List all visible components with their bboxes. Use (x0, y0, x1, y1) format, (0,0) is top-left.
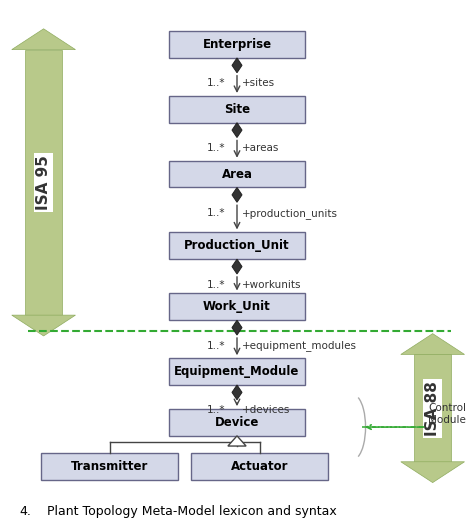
Text: +sites: +sites (242, 78, 274, 88)
Text: +devices: +devices (242, 405, 290, 415)
Text: Equipment_Module: Equipment_Module (174, 365, 300, 378)
Text: Work_Unit: Work_Unit (203, 300, 271, 313)
FancyBboxPatch shape (26, 49, 62, 315)
Text: Control
Module: Control Module (428, 403, 466, 425)
Text: 1..*: 1..* (207, 143, 226, 153)
FancyBboxPatch shape (169, 31, 305, 58)
Text: 1..*: 1..* (207, 208, 226, 218)
Text: 1..*: 1..* (207, 405, 226, 415)
Text: 1..*: 1..* (207, 279, 226, 290)
Text: 1..*: 1..* (207, 341, 226, 351)
Text: +areas: +areas (242, 143, 279, 153)
Text: +workunits: +workunits (242, 279, 301, 290)
Polygon shape (232, 385, 242, 400)
Polygon shape (401, 333, 465, 354)
Polygon shape (232, 259, 242, 274)
Text: Device: Device (215, 416, 259, 429)
FancyBboxPatch shape (169, 232, 305, 259)
FancyBboxPatch shape (169, 293, 305, 320)
Text: Enterprise: Enterprise (202, 38, 272, 51)
Text: ISA 88: ISA 88 (425, 381, 440, 436)
Text: 1..*: 1..* (207, 78, 226, 88)
Text: Site: Site (224, 103, 250, 116)
Text: 4.: 4. (19, 505, 31, 518)
FancyBboxPatch shape (169, 96, 305, 123)
Polygon shape (232, 320, 242, 335)
FancyBboxPatch shape (191, 453, 328, 480)
Polygon shape (232, 188, 242, 202)
Text: Actuator: Actuator (231, 461, 289, 474)
FancyBboxPatch shape (169, 160, 305, 188)
FancyBboxPatch shape (414, 354, 451, 462)
Polygon shape (12, 315, 75, 336)
FancyBboxPatch shape (169, 358, 305, 385)
Text: ISA 95: ISA 95 (36, 155, 51, 210)
Text: Production_Unit: Production_Unit (184, 239, 290, 252)
Polygon shape (12, 29, 75, 49)
Text: Plant Topology Meta-Model lexicon and syntax: Plant Topology Meta-Model lexicon and sy… (47, 505, 337, 518)
Text: +equipment_modules: +equipment_modules (242, 341, 356, 352)
Text: Transmitter: Transmitter (71, 461, 148, 474)
Text: +production_units: +production_units (242, 208, 337, 219)
Polygon shape (232, 58, 242, 73)
FancyBboxPatch shape (41, 453, 178, 480)
Polygon shape (232, 123, 242, 138)
Text: Area: Area (221, 168, 253, 181)
FancyBboxPatch shape (169, 409, 305, 436)
Polygon shape (228, 436, 246, 446)
Polygon shape (401, 462, 465, 482)
